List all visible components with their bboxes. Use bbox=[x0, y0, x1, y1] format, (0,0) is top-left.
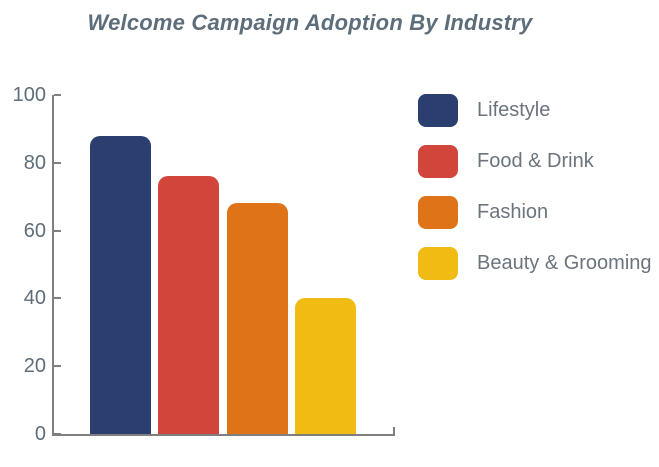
y-axis-tick bbox=[54, 297, 61, 300]
legend-label: Beauty & Grooming bbox=[477, 252, 652, 274]
y-axis-tick bbox=[54, 161, 61, 164]
y-axis-line bbox=[52, 95, 54, 436]
legend-swatch-food-drink bbox=[418, 145, 458, 178]
legend-item-fashion[interactable]: Fashion bbox=[418, 196, 652, 229]
legend-swatch-fashion bbox=[418, 196, 458, 229]
legend-item-beauty-grooming[interactable]: Beauty & Grooming bbox=[418, 247, 652, 280]
y-axis-tick bbox=[54, 94, 61, 96]
chart-title: Welcome Campaign Adoption By Industry bbox=[87, 10, 533, 35]
y-axis-tick-label: 40 bbox=[23, 287, 46, 310]
legend-item-food-drink[interactable]: Food & Drink bbox=[418, 145, 652, 178]
legend-swatch-lifestyle bbox=[418, 94, 458, 127]
legend: Lifestyle Food & Drink Fashion Beauty & Gro… bbox=[418, 94, 652, 298]
legend-label: Lifestyle bbox=[477, 99, 551, 121]
y-axis-tick-label: 0 bbox=[34, 423, 46, 445]
y-axis-tick-label: 100 bbox=[12, 84, 46, 106]
legend-label: Food & Drink bbox=[477, 150, 594, 172]
legend-label: Fashion bbox=[477, 201, 549, 223]
legend-item-lifestyle[interactable]: Lifestyle bbox=[418, 94, 652, 127]
x-axis-end-tick bbox=[393, 427, 395, 434]
y-axis-tick bbox=[54, 433, 61, 435]
y-axis-tick-label: 20 bbox=[23, 355, 46, 378]
plot-area: 0 20 40 60 80 100 bbox=[13, 85, 395, 444]
y-axis-tick bbox=[54, 365, 61, 368]
bar-food-drink bbox=[158, 176, 219, 434]
y-axis-tick-label: 60 bbox=[23, 219, 46, 242]
y-axis-tick bbox=[54, 229, 61, 232]
bar-fashion bbox=[227, 203, 288, 434]
x-axis-line bbox=[52, 434, 395, 436]
y-axis-tick-label: 80 bbox=[23, 151, 46, 174]
legend-swatch-beauty-grooming bbox=[418, 247, 458, 280]
bar-lifestyle bbox=[90, 136, 151, 434]
bar-beauty-grooming bbox=[295, 298, 356, 434]
